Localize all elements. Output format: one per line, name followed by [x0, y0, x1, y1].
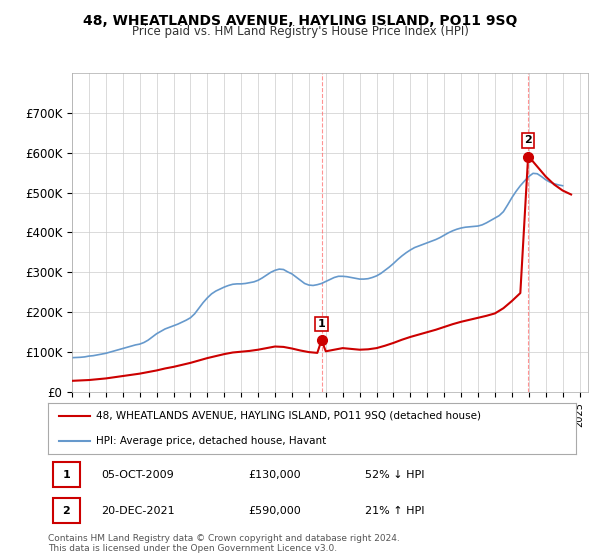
- Text: 1: 1: [317, 319, 325, 329]
- FancyBboxPatch shape: [53, 462, 80, 487]
- Text: £590,000: £590,000: [248, 506, 301, 516]
- Text: 20-DEC-2021: 20-DEC-2021: [101, 506, 175, 516]
- Text: 2: 2: [62, 506, 70, 516]
- Text: 05-OCT-2009: 05-OCT-2009: [101, 469, 173, 479]
- Text: 1: 1: [62, 469, 70, 479]
- Text: Contains HM Land Registry data © Crown copyright and database right 2024.
This d: Contains HM Land Registry data © Crown c…: [48, 534, 400, 553]
- Text: 48, WHEATLANDS AVENUE, HAYLING ISLAND, PO11 9SQ: 48, WHEATLANDS AVENUE, HAYLING ISLAND, P…: [83, 14, 517, 28]
- Text: £130,000: £130,000: [248, 469, 301, 479]
- Text: 52% ↓ HPI: 52% ↓ HPI: [365, 469, 424, 479]
- FancyBboxPatch shape: [53, 498, 80, 523]
- Text: HPI: Average price, detached house, Havant: HPI: Average price, detached house, Hava…: [95, 436, 326, 446]
- Text: 48, WHEATLANDS AVENUE, HAYLING ISLAND, PO11 9SQ (detached house): 48, WHEATLANDS AVENUE, HAYLING ISLAND, P…: [95, 411, 481, 421]
- Text: 2: 2: [524, 136, 532, 146]
- Text: Price paid vs. HM Land Registry's House Price Index (HPI): Price paid vs. HM Land Registry's House …: [131, 25, 469, 38]
- Text: 21% ↑ HPI: 21% ↑ HPI: [365, 506, 424, 516]
